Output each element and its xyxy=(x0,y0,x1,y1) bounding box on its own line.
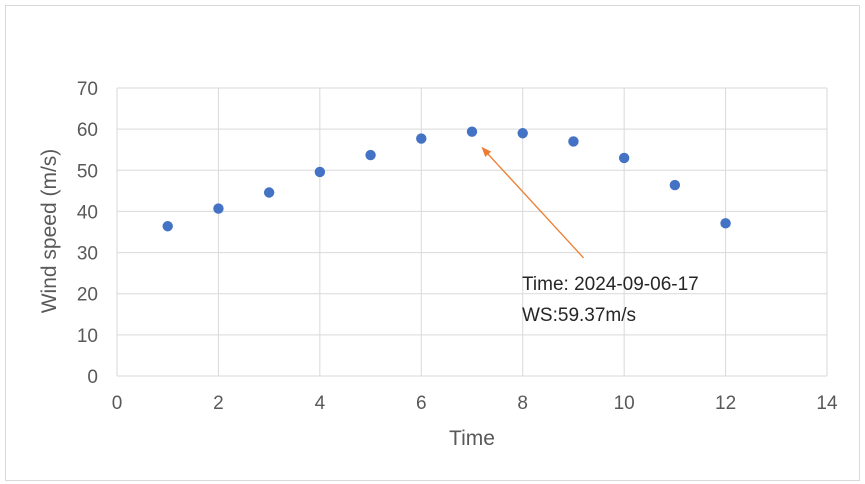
y-tick-label: 40 xyxy=(77,202,98,223)
data-point xyxy=(568,136,579,147)
chart-frame xyxy=(5,5,860,481)
annotation-arrow xyxy=(481,146,585,259)
data-point xyxy=(669,179,681,191)
annotation-ws-label: WS:59.37m/s xyxy=(522,305,636,326)
data-point xyxy=(618,152,630,164)
data-point xyxy=(416,133,427,144)
x-axis-title: Time xyxy=(449,427,495,450)
x-tick-label: 12 xyxy=(715,393,736,414)
y-tick-label: 20 xyxy=(77,285,98,306)
data-point xyxy=(365,149,376,161)
x-tick-label: 8 xyxy=(517,393,528,414)
y-tick-label: 70 xyxy=(77,79,98,100)
data-point xyxy=(517,128,528,139)
x-tick-label: 6 xyxy=(416,393,427,414)
data-point xyxy=(314,166,326,178)
y-tick-label: 50 xyxy=(77,161,98,182)
annotation-time-label: Time: 2024-09-06-17 xyxy=(522,274,699,295)
data-point xyxy=(720,218,731,229)
y-axis-title: Wind speed (m/s) xyxy=(38,149,61,314)
y-tick-label: 60 xyxy=(77,120,98,141)
data-point xyxy=(162,221,173,232)
x-tick-label: 2 xyxy=(213,393,224,414)
y-tick-label: 10 xyxy=(77,326,98,347)
x-tick-label: 0 xyxy=(112,393,123,414)
y-tick-label: 30 xyxy=(77,244,98,265)
x-tick-label: 14 xyxy=(816,393,838,414)
data-point xyxy=(213,203,224,214)
x-tick-label: 4 xyxy=(315,393,326,414)
x-tick-label: 10 xyxy=(614,393,635,414)
data-point xyxy=(466,126,478,137)
y-tick-label: 0 xyxy=(87,367,98,388)
data-point xyxy=(263,187,275,198)
